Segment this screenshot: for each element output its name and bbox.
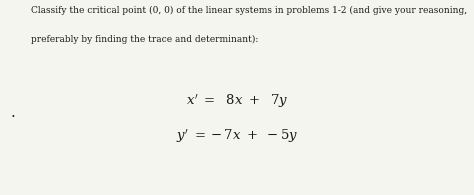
Text: preferably by finding the trace and determinant):: preferably by finding the trace and dete… [31, 35, 258, 44]
Text: Classify the critical point (0, 0) of the linear systems in problems 1-2 (and gi: Classify the critical point (0, 0) of th… [31, 6, 467, 15]
Text: $y' \ = -7x \ + \ -5y$: $y' \ = -7x \ + \ -5y$ [176, 128, 298, 145]
Text: $x' \ = \ \ 8x \ + \ \ 7y$: $x' \ = \ \ 8x \ + \ \ 7y$ [186, 93, 288, 110]
Text: .: . [10, 106, 15, 120]
